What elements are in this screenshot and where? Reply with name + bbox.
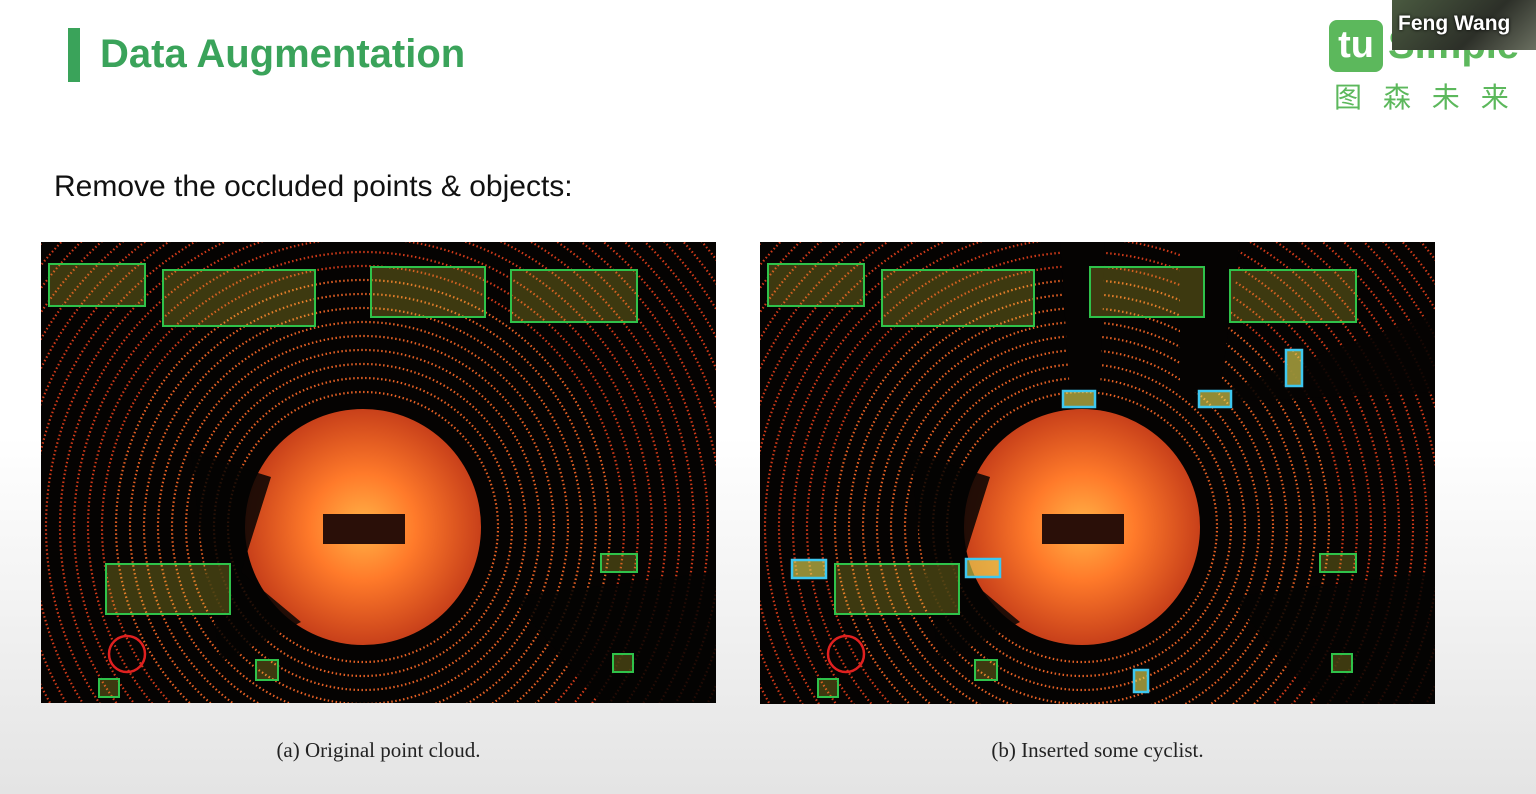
object-box [105, 563, 231, 615]
scan-ring [903, 348, 1261, 704]
title-bar [68, 28, 80, 82]
scan-ring [41, 242, 696, 703]
scan-ring [128, 292, 598, 703]
scan-ring [791, 242, 1373, 704]
object-box [1331, 653, 1353, 673]
scan-ring [212, 376, 514, 678]
ego-vehicle [323, 514, 405, 544]
object-box [255, 659, 279, 681]
highlight-circle [107, 634, 147, 674]
scan-ring [86, 250, 640, 703]
scan-ring [917, 362, 1247, 692]
occlusion-shadow [910, 452, 1020, 662]
object-box [974, 659, 998, 681]
scan-ring [875, 320, 1289, 704]
scan-ring [156, 320, 570, 703]
scan-ring [763, 242, 1401, 704]
scan-ring [198, 362, 528, 692]
inserted-cyclist-box [964, 557, 1002, 579]
scan-ring [760, 242, 1415, 704]
object-box [881, 269, 1035, 327]
occlusion-shadow [1180, 242, 1240, 392]
scan-ring [945, 390, 1219, 664]
object-box [1319, 553, 1357, 573]
scan-ring [805, 250, 1359, 704]
logo-mark: tu [1329, 20, 1383, 72]
figure-caption: (a) Original point cloud. [276, 738, 481, 762]
object-box [834, 563, 960, 615]
video-tile[interactable] [1392, 0, 1536, 50]
object-box [162, 269, 316, 327]
logo-chinese: 图 森 未 来 [1334, 81, 1515, 114]
object-box [98, 678, 120, 698]
inserted-cyclist-box [1197, 389, 1233, 409]
scan-ring [114, 278, 612, 703]
scan-ring [226, 390, 500, 664]
scan-ring [861, 306, 1303, 704]
slide-subtitle: Remove the occluded points & objects: [54, 170, 573, 203]
scan-ring [777, 242, 1387, 704]
scan-ring [72, 242, 654, 703]
object-box [600, 553, 638, 573]
object-box [48, 263, 146, 307]
figure-caption: (b) Inserted some cyclist. [991, 738, 1204, 762]
object-box [1089, 266, 1205, 318]
slide-title: Data Augmentation [100, 32, 466, 76]
inserted-cyclist-box [1284, 348, 1304, 388]
object-box [767, 263, 865, 307]
scan-ring [44, 242, 682, 703]
inserted-cyclist-box [1132, 668, 1150, 694]
occlusion-shadow [511, 572, 716, 703]
highlight-circle [826, 634, 866, 674]
occlusion-shadow [1230, 572, 1435, 704]
scan-ring [58, 242, 668, 703]
occlusion-shadow [1060, 242, 1105, 392]
scan-ring [142, 306, 584, 703]
scan-ring [184, 348, 542, 703]
object-box [370, 266, 486, 318]
scan-ring [833, 278, 1331, 704]
object-box [612, 653, 634, 673]
scan-ring [100, 264, 626, 703]
occlusion-shadow [1220, 312, 1435, 402]
point-cloud-figure [760, 242, 1435, 704]
occlusion-shadow [191, 452, 301, 662]
scan-ring [760, 242, 1428, 704]
object-box [510, 269, 638, 323]
point-cloud-figure [41, 242, 716, 703]
object-box [1229, 269, 1357, 323]
scan-ring [41, 242, 709, 703]
scan-ring [931, 376, 1233, 678]
participant-name: Feng Wang [1398, 12, 1511, 35]
scan-ring [847, 292, 1317, 704]
ego-vehicle [1042, 514, 1124, 544]
inserted-cyclist-box [1061, 389, 1097, 409]
inserted-cyclist-box [790, 558, 828, 580]
object-box [817, 678, 839, 698]
